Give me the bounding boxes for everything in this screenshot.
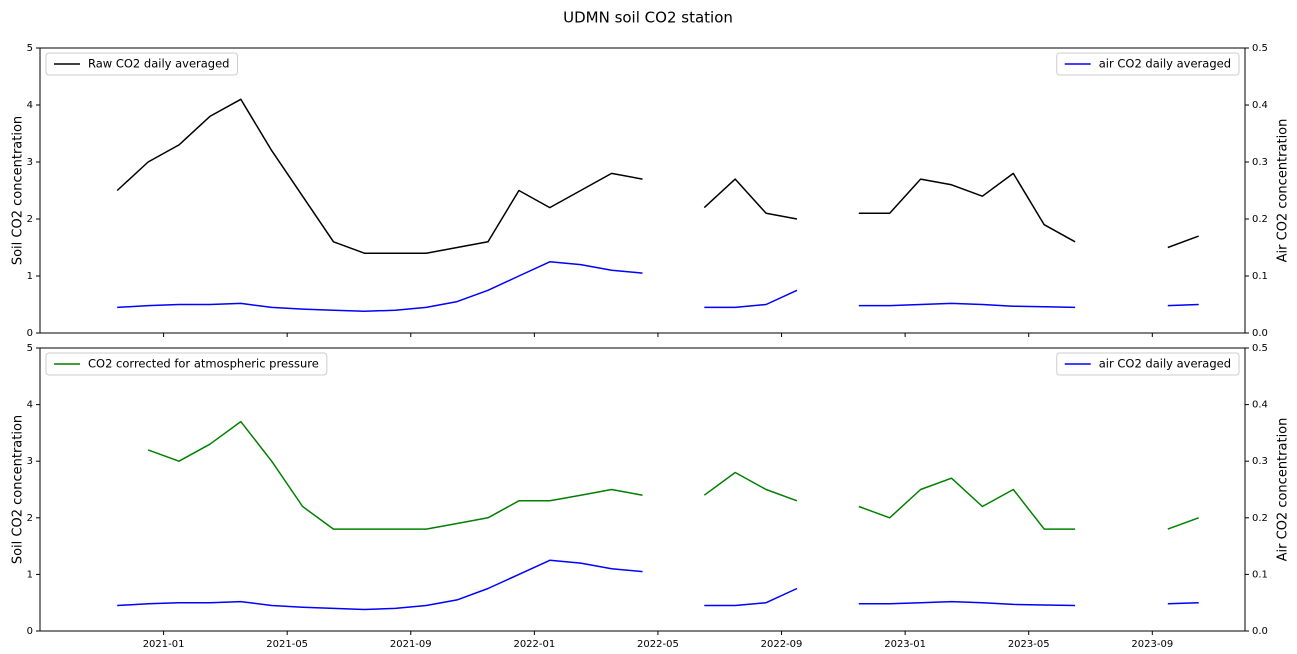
x-tick-label: 2021-01 [143,639,185,650]
y-tick-label: 5 [27,343,33,354]
x-tick-label: 2023-01 [884,639,926,650]
y2-tick-label: 0.3 [1252,157,1268,168]
x-tick-label: 2022-05 [637,639,679,650]
plot-frame [39,47,1246,334]
legend-box [45,352,328,376]
x-tick-label: 2021-05 [266,639,308,650]
y2-tick-label: 0.3 [1252,456,1268,467]
x-tick-label: 2022-09 [761,639,803,650]
y2-tick-label: 0.0 [1252,328,1268,339]
x-tick-label: 2022-01 [513,639,555,650]
legend-box [1056,352,1240,376]
x-tick-label: 2021-09 [390,639,432,650]
y-axis-label: Soil CO2 concentration [11,116,26,265]
x-tick-label: 2023-09 [1131,639,1173,650]
y-tick-label: 1 [27,271,33,282]
y2-tick-label: 0.2 [1252,513,1268,524]
y2-axis-label: Air CO2 concentration [1276,418,1291,562]
legend-box [1056,52,1240,76]
series-line [116,98,1199,254]
legend-label: Raw CO2 daily averaged [88,57,229,71]
y-tick-label: 2 [27,513,33,524]
y-tick-label: 4 [27,400,33,411]
y2-tick-label: 0.5 [1252,43,1268,54]
legend: air CO2 daily averaged [1056,352,1240,376]
y-tick-label: 4 [27,100,33,111]
legend-box [45,52,238,76]
legend: CO2 corrected for atmospheric pressure [45,352,328,376]
series-line [117,261,1199,313]
legend-label: air CO2 daily averaged [1099,57,1231,71]
y-tick-label: 0 [27,328,33,339]
legend-label: air CO2 daily averaged [1099,357,1231,371]
y2-tick-label: 0.0 [1252,626,1268,637]
y-axis-label: Soil CO2 concentration [11,415,26,564]
legend: Raw CO2 daily averaged [45,52,238,76]
y2-tick-label: 0.5 [1252,343,1268,354]
y-tick-label: 2 [27,214,33,225]
y-tick-label: 5 [27,43,33,54]
y-tick-label: 3 [27,456,33,467]
x-tick-label: 2023-05 [1008,639,1050,650]
y2-tick-label: 0.1 [1252,569,1268,580]
y2-tick-label: 0.1 [1252,271,1268,282]
figure-title: UDMN soil CO2 station [563,9,733,27]
y2-axis-label: Air CO2 concentration [1276,119,1291,263]
y-tick-label: 0 [27,626,33,637]
plot-frame [39,347,1246,632]
y-tick-label: 1 [27,569,33,580]
y2-tick-label: 0.4 [1252,400,1268,411]
legend-label: CO2 corrected for atmospheric pressure [88,357,319,371]
y2-tick-label: 0.2 [1252,214,1268,225]
y2-tick-label: 0.4 [1252,100,1268,111]
series-line [147,420,1199,530]
series-line [117,559,1199,611]
legend: air CO2 daily averaged [1056,52,1240,76]
y-tick-label: 3 [27,157,33,168]
